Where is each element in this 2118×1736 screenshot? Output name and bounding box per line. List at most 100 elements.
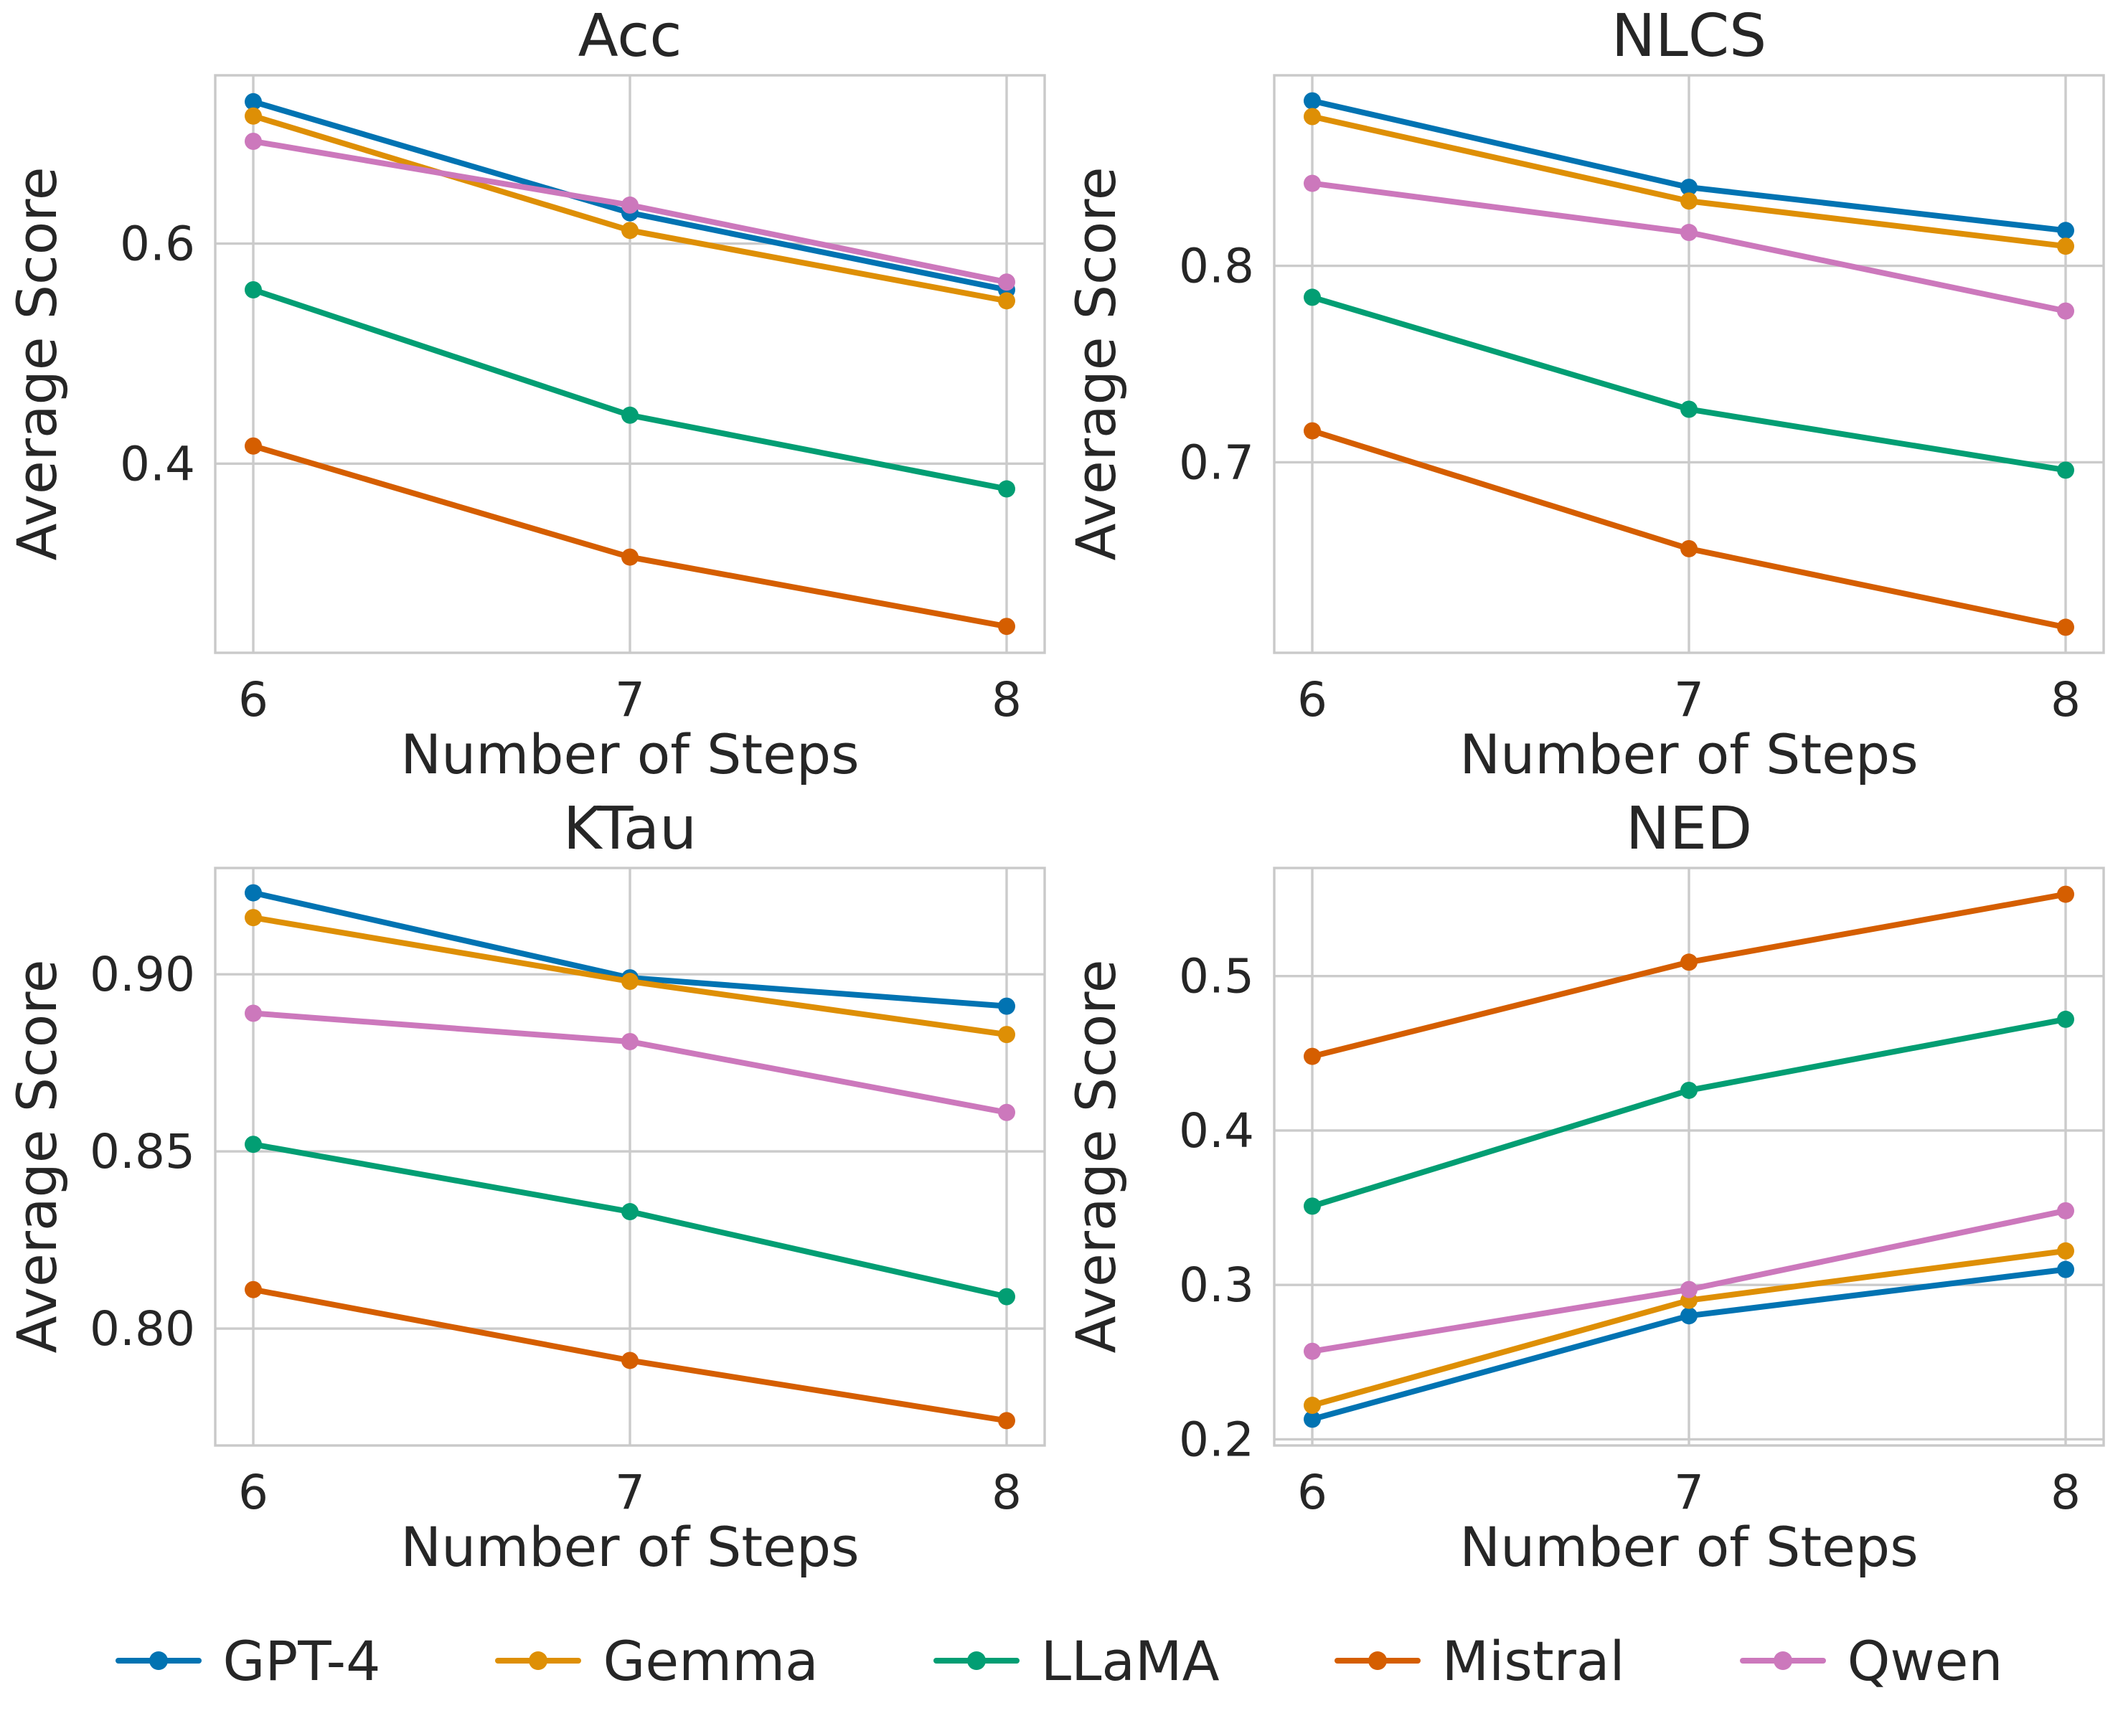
x-tick-label: 8 [2051,1465,2081,1520]
data-point-gemma-x6 [1304,108,1321,126]
chart-title: NLCS [1611,2,1766,70]
data-point-llama-x8 [998,480,1015,498]
chart-nlcs: NLCS Average Score Number of Steps 0.7 0.… [1059,0,2118,793]
legend-dot-icon [1773,1651,1792,1670]
chart-acc-canvas: Acc Average Score Number of Steps 0.4 0.6… [5,2,1046,786]
y-axis-label: Average Score [1064,166,1128,560]
y-tick-label: 0.4 [1179,1103,1254,1159]
axes-spine [214,867,1046,1447]
y-tick-label: 0.8 [1179,239,1254,294]
x-tick-label: 7 [615,1465,645,1520]
chart-ktau: KTau Average Score Number of Steps 0.80 0… [0,793,1059,1585]
y-tick-label: 0.6 [120,217,195,272]
x-tick-label: 7 [1674,1465,1704,1520]
plot-area: 0.4 0.6 6 7 8 [120,74,1046,727]
data-point-gpt-4-x8 [2057,222,2074,240]
x-tick-label: 6 [1297,1465,1327,1520]
data-point-llama-x8 [2057,461,2074,479]
legend-dot-icon [966,1651,986,1670]
legend-label: Mistral [1441,1628,1625,1693]
data-point-mistral-x6 [245,437,262,455]
x-axis-label: Number of Steps [1459,722,1919,786]
y-tick-label: 0.3 [1179,1258,1254,1313]
data-point-qwen-x6 [245,1004,262,1022]
legend-label: LLaMA [1040,1628,1220,1693]
x-tick-label: 7 [615,672,645,727]
x-tick-label: 6 [1297,672,1327,727]
legend-label: GPT-4 [222,1628,381,1693]
legend-label: Gemma [603,1628,819,1693]
data-point-gemma-x8 [2057,237,2074,255]
chart-title: NED [1626,795,1752,863]
y-tick-label: 0.90 [90,947,195,1002]
y-tick-label: 0.85 [90,1124,195,1179]
legend-dot-icon [1368,1651,1387,1670]
data-point-mistral-x7 [1680,539,1698,557]
data-point-qwen-x7 [1680,1280,1698,1298]
data-point-gemma-x7 [621,973,639,991]
axes-spine [1273,74,2105,654]
y-tick-label: 0.5 [1179,949,1254,1004]
data-point-llama-x6 [1304,288,1321,306]
x-tick-label: 6 [238,672,268,727]
data-point-llama-x7 [1680,400,1698,418]
data-point-qwen-x8 [2057,302,2074,320]
data-point-mistral-x8 [2057,885,2074,903]
x-axis-label: Number of Steps [400,1515,860,1579]
legend-item-gemma: Gemma [495,1628,819,1693]
legend-item-llama: LLaMA [933,1629,1220,1693]
data-point-llama-x8 [998,1288,1015,1306]
data-point-llama-x6 [245,281,262,298]
x-tick-label: 6 [238,1465,268,1520]
legend-line-marker-icon [933,1651,1020,1670]
data-point-qwen-x6 [1304,1342,1321,1360]
legend-item-gpt-4: GPT-4 [115,1628,381,1693]
data-point-gpt-4-x8 [2057,1260,2074,1278]
x-tick-label: 8 [992,1465,1022,1520]
data-point-gemma-x6 [245,107,262,125]
x-axis-label: Number of Steps [400,722,860,786]
data-point-mistral-x6 [245,1280,262,1298]
data-point-gpt-4-x7 [1680,179,1698,197]
data-point-mistral-x8 [2057,618,2074,636]
data-point-mistral-x8 [998,618,1015,636]
plot-area: 0.7 0.8 6 7 8 [1179,74,2105,727]
data-point-gemma-x6 [1304,1397,1321,1415]
chart-acc: Acc Average Score Number of Steps 0.4 0.6… [0,0,1059,793]
x-tick-label: 7 [1674,672,1704,727]
y-axis-label: Average Score [1064,959,1128,1353]
data-point-llama-x8 [2057,1010,2074,1028]
data-point-gemma-x8 [998,292,1015,310]
data-point-gemma-x8 [998,1026,1015,1044]
legend-label: Qwen [1847,1628,2003,1693]
data-point-llama-x6 [1304,1197,1321,1215]
plot-area: 0.80 0.85 0.90 6 7 8 [90,867,1046,1520]
axes-spine [1273,867,2105,1447]
chart-ktau-canvas: KTau Average Score Number of Steps 0.800… [5,795,1046,1579]
data-point-gpt-4-x7 [1680,1307,1698,1325]
data-point-qwen-x7 [1680,224,1698,242]
data-point-gemma-x8 [2057,1242,2074,1260]
data-point-qwen-x8 [998,273,1015,291]
data-point-qwen-x7 [621,196,639,214]
legend-dot-icon [149,1651,168,1670]
y-axis-label: Average Score [5,166,69,560]
y-axis-label: Average Score [5,959,69,1353]
data-point-gemma-x6 [245,909,262,927]
axes-spine [214,74,1046,654]
data-point-qwen-x8 [2057,1202,2074,1220]
legend-item-qwen: Qwen [1739,1628,2003,1693]
y-tick-label: 0.4 [120,436,195,491]
data-point-qwen-x8 [998,1103,1015,1121]
data-point-mistral-x7 [621,548,639,566]
chart-title: KTau [563,795,697,863]
data-point-llama-x7 [1680,1081,1698,1099]
y-tick-label: 0.2 [1179,1412,1254,1467]
data-point-mistral-x7 [1680,953,1698,971]
chart-nlcs-canvas: NLCS Average Score Number of Steps 0.7 0.… [1064,2,2105,786]
legend: GPT-4 Gemma LLaMA Mistral Qwen [0,1585,2118,1736]
data-point-gpt-4-x6 [245,884,262,902]
y-tick-label: 0.7 [1179,435,1254,490]
x-tick-label: 8 [992,672,1022,727]
legend-line-marker-icon [115,1651,202,1670]
